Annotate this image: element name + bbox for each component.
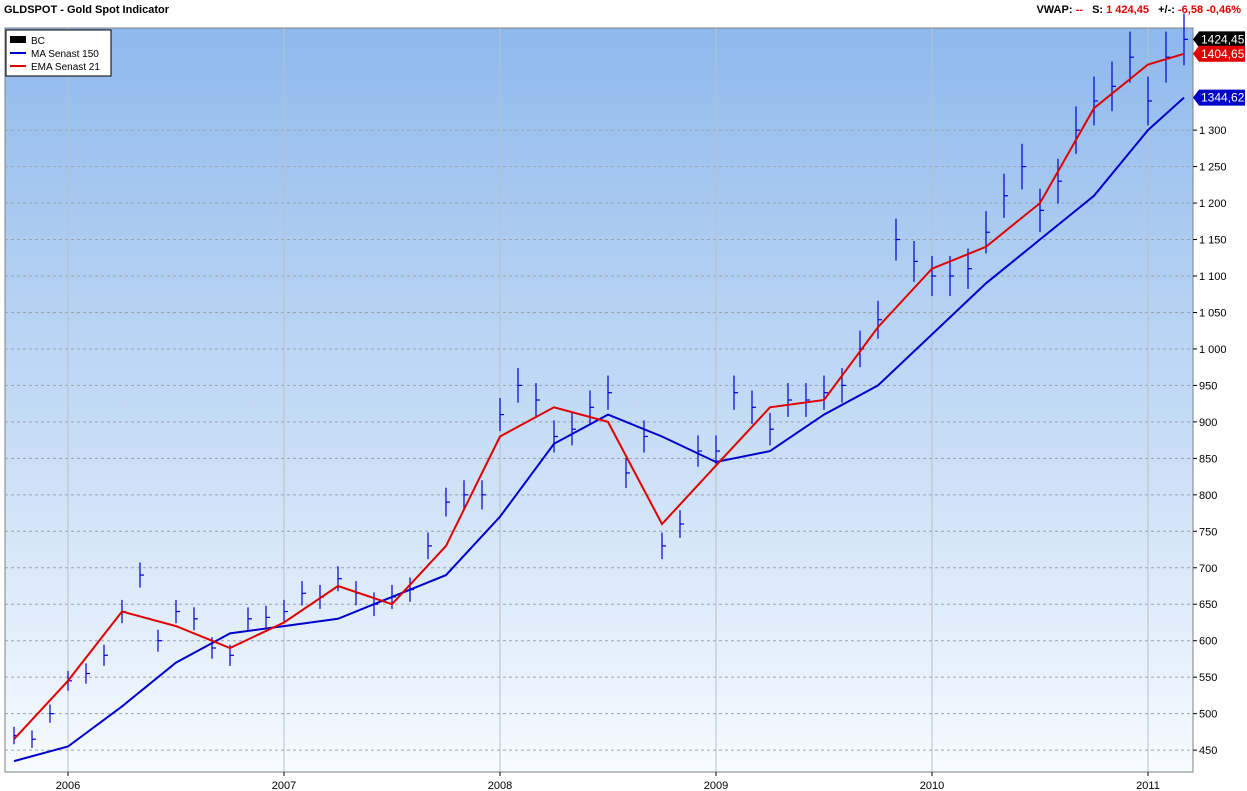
change-label: +/-:: [1158, 4, 1175, 16]
x-axis: 2006 2007 2008 2009 2010 2011: [5, 771, 1193, 791]
y-tick-label: 600: [1199, 636, 1217, 648]
vwap-value: --: [1075, 4, 1083, 16]
y-tick-label: 1 000: [1199, 344, 1227, 356]
legend-entry: MA Senast 150: [31, 49, 99, 60]
y-tick-label: 750: [1199, 526, 1217, 538]
y-tick-label: 950: [1199, 380, 1217, 392]
y-axis: 450 500 550 600 650 700 750 800 850 900 950 1 000 1 …: [1193, 125, 1227, 757]
y-tick-label: 1 150: [1199, 235, 1227, 247]
s-value: 1 424,45: [1106, 4, 1149, 16]
y-tick-label: 1 300: [1199, 125, 1227, 137]
chart-header: GLDSPOT - Gold Spot Indicator VWAP: -- S…: [0, 0, 1247, 20]
x-tick-label: 2010: [920, 780, 944, 791]
quote-readout: VWAP: -- S: 1 424,45 +/-: -6,58 -0,46%: [1036, 4, 1241, 16]
legend-swatch: [10, 36, 26, 43]
y-tick-label: 550: [1199, 672, 1217, 684]
y-tick-label: 700: [1199, 563, 1217, 575]
y-tick-label: 800: [1199, 490, 1217, 502]
x-tick-label: 2006: [56, 780, 80, 791]
change-percent: -0,46%: [1206, 4, 1241, 16]
y-tick-label: 650: [1199, 599, 1217, 611]
y-tick-label: 850: [1199, 453, 1217, 465]
last-ema-badge-shape: [1193, 45, 1245, 62]
ema-21-line: [13, 52, 1185, 740]
last-ema-badge: 1404,65: [1193, 45, 1245, 62]
last-ema-badge-text: 1404,65: [1201, 47, 1245, 61]
legend-entry: EMA Senast 21: [31, 62, 100, 73]
ma-150-line: [13, 96, 1185, 763]
series-layer: [13, 13, 1188, 763]
y-tick-label: 1 100: [1199, 271, 1227, 283]
last-price-badge-text: 1424,45: [1201, 32, 1245, 46]
last-ma-badge-text: 1344,62: [1201, 91, 1245, 105]
last-price-badge-shape: [1193, 31, 1245, 48]
y-tick-label: 1 250: [1199, 162, 1227, 174]
legend-entry: BC: [31, 36, 45, 47]
y-tick-label: 900: [1199, 417, 1217, 429]
vwap-label: VWAP:: [1036, 4, 1073, 16]
last-ma-badge: 1344,62: [1193, 89, 1245, 106]
x-tick-label: 2008: [488, 780, 512, 791]
y-tick-label: 450: [1199, 745, 1217, 757]
x-tick-label: 2009: [704, 780, 728, 791]
chart-title: GLDSPOT - Gold Spot Indicator: [4, 4, 169, 16]
plot-background: [4, 27, 1194, 773]
last-ma-badge-shape: [1193, 89, 1245, 106]
legend: BC MA Senast 150 EMA Senast 21: [5, 29, 112, 77]
x-tick-label: 2011: [1136, 780, 1160, 791]
y-tick-label: 1 200: [1199, 198, 1227, 210]
change-value: -6,58: [1178, 4, 1204, 16]
x-tick-label: 2007: [272, 780, 296, 791]
y-tick-label: 1 050: [1199, 307, 1227, 319]
s-label: S:: [1092, 4, 1104, 16]
y-tick-label: 500: [1199, 709, 1217, 721]
last-price-badge: 1424,45: [1193, 31, 1245, 48]
